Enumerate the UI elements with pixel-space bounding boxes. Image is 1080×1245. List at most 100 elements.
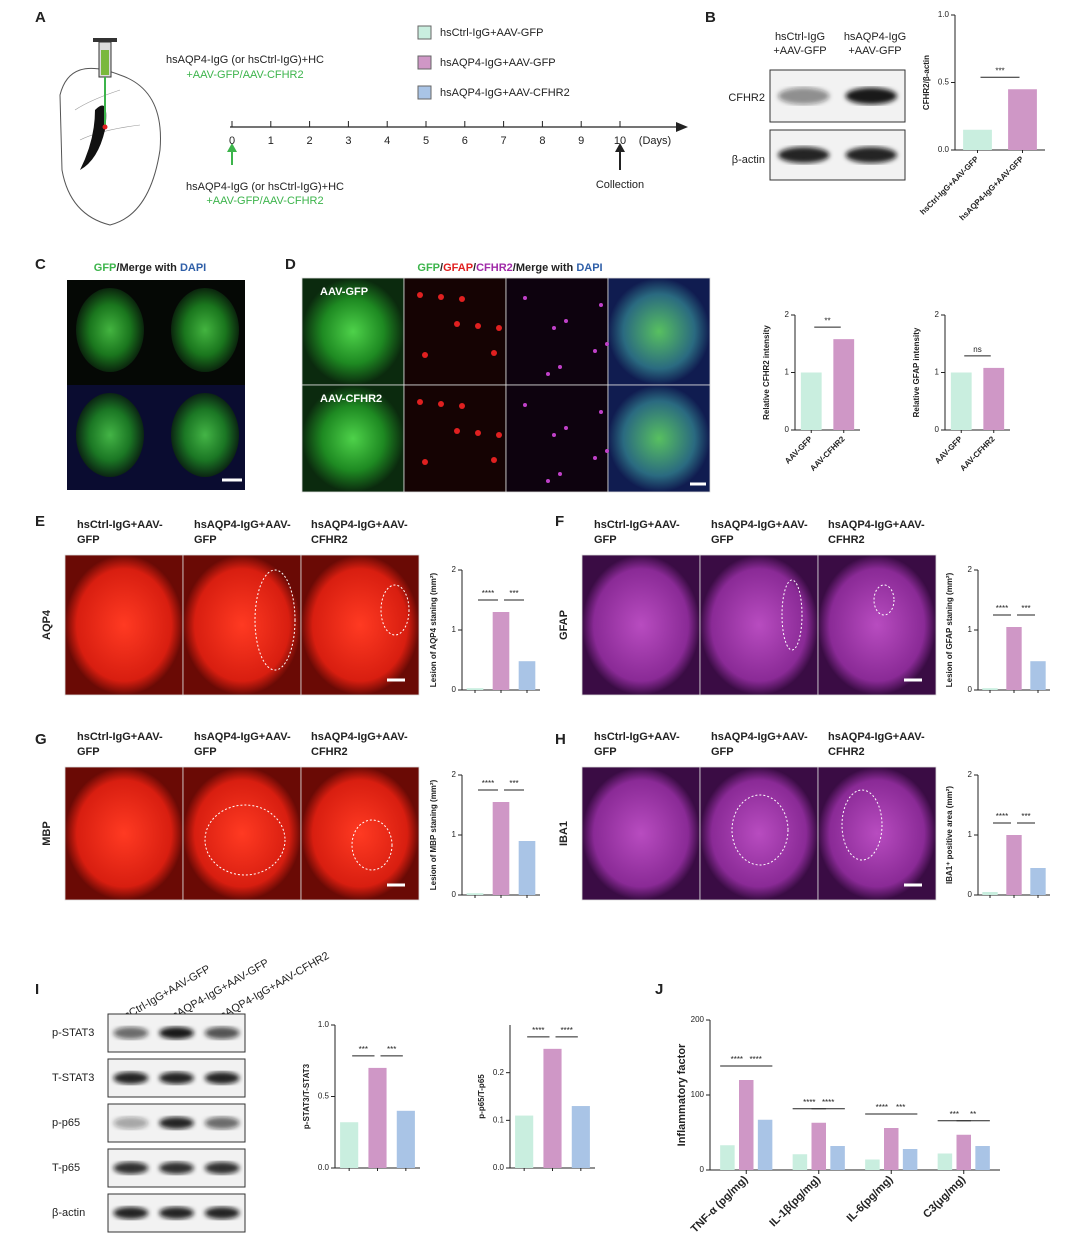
bar bbox=[518, 841, 536, 895]
y-tick-label: 2 bbox=[968, 770, 973, 779]
y-axis-label: Lesion of GFAP staning (mm²) bbox=[945, 572, 954, 687]
panel-letter: F bbox=[555, 513, 564, 530]
y-axis-label: p-STAT3/T-STAT3 bbox=[302, 1063, 311, 1129]
day-label: 9 bbox=[578, 135, 584, 147]
lesion-outline bbox=[781, 579, 803, 651]
cfhr2-cell bbox=[558, 365, 562, 369]
cfhr2-cell bbox=[605, 449, 609, 453]
y-tick-label: 0.5 bbox=[318, 1092, 330, 1101]
panel-title: GFP/GFAP/CFHR2/Merge with DAPI bbox=[417, 262, 602, 274]
column-header: GFP bbox=[194, 746, 217, 758]
lane-header: +AAV-GFP bbox=[773, 45, 826, 57]
gfap-cell bbox=[475, 430, 481, 436]
column-header: hsAQP4-IgG+AAV- bbox=[311, 519, 408, 531]
gfap-cell bbox=[417, 399, 423, 405]
gfap-cell bbox=[491, 457, 497, 463]
x-tick-label: AAV-GFP bbox=[783, 434, 815, 466]
cfhr2-cell bbox=[593, 349, 597, 353]
bar bbox=[865, 1159, 880, 1170]
cfhr2-cell bbox=[558, 472, 562, 476]
bar bbox=[1006, 835, 1022, 895]
micrograph bbox=[817, 766, 937, 901]
micrograph bbox=[182, 554, 302, 696]
y-tick-label: 0 bbox=[935, 425, 940, 434]
row-label: p-p65 bbox=[52, 1117, 80, 1129]
y-tick-label: 2 bbox=[968, 565, 973, 574]
column-header: CFHR2 bbox=[828, 534, 865, 546]
bar bbox=[1008, 89, 1037, 150]
injection-text: hsAQP4-IgG (or hsCtrl-IgG)+HC bbox=[166, 54, 324, 66]
micrograph bbox=[64, 554, 184, 696]
gfap-cell bbox=[475, 323, 481, 329]
day-label: 10 bbox=[614, 135, 626, 147]
bar bbox=[792, 1154, 808, 1170]
day-label: 2 bbox=[307, 135, 313, 147]
significance-label: **** bbox=[749, 1055, 761, 1064]
blot-band bbox=[159, 1026, 194, 1040]
lesion-outline bbox=[731, 794, 789, 866]
significance-label: *** bbox=[896, 1103, 905, 1112]
lesion-outline bbox=[380, 584, 410, 636]
row-label: AAV-CFHR2 bbox=[320, 393, 382, 405]
y-tick-label: 1.0 bbox=[318, 1020, 330, 1029]
column-header: GFP bbox=[711, 534, 734, 546]
y-tick-label: 2 bbox=[935, 310, 940, 319]
injection-text: +AAV-GFP/AAV-CFHR2 bbox=[186, 69, 303, 81]
micrograph bbox=[182, 766, 302, 901]
legend-swatch bbox=[417, 85, 432, 100]
column-header: GFP bbox=[711, 746, 734, 758]
bar bbox=[950, 372, 972, 430]
bar bbox=[982, 892, 998, 895]
legend-swatch bbox=[417, 55, 432, 70]
column-header: hsAQP4-IgG+AAV- bbox=[711, 519, 808, 531]
significance-label: *** bbox=[1021, 604, 1030, 613]
column-header: hsCtrl-IgG+AAV- bbox=[594, 731, 680, 743]
title-part: / bbox=[473, 262, 476, 274]
micrograph bbox=[607, 277, 711, 386]
gfap-cell bbox=[454, 428, 460, 434]
bar bbox=[982, 688, 998, 690]
cfhr2-cell bbox=[546, 479, 550, 483]
x-tick-label: AAV-GFP bbox=[933, 434, 965, 466]
y-tick-label: 1 bbox=[785, 368, 790, 377]
blot-band bbox=[159, 1071, 194, 1085]
significance-label: ** bbox=[824, 316, 830, 325]
row-label: CFHR2 bbox=[728, 92, 765, 104]
significance-label: *** bbox=[1021, 812, 1030, 821]
significance-label: ns bbox=[973, 345, 981, 354]
x-tick-label: AAV-CFHR2 bbox=[808, 434, 847, 473]
gfap-cell bbox=[422, 459, 428, 465]
micrograph bbox=[581, 554, 701, 696]
significance-label: **** bbox=[482, 779, 494, 788]
panel-letter: A bbox=[35, 9, 46, 26]
gfp-signal bbox=[171, 288, 239, 372]
gfap-cell bbox=[459, 296, 465, 302]
bar bbox=[1006, 627, 1022, 690]
blot-band bbox=[778, 147, 830, 163]
legend-label: hsAQP4-IgG+AAV-CFHR2 bbox=[440, 87, 570, 99]
blot-band bbox=[204, 1116, 240, 1130]
days-unit: (Days) bbox=[639, 135, 671, 147]
bar bbox=[937, 1153, 953, 1170]
y-axis-label: Lesion of MBP staning (mm²) bbox=[429, 779, 438, 890]
blot-band bbox=[845, 87, 897, 105]
panel-letter: H bbox=[555, 731, 566, 748]
x-tick-label: TNF-α (pg/mg) bbox=[689, 1173, 751, 1235]
lesion-outline bbox=[204, 804, 286, 876]
row-label: T-STAT3 bbox=[52, 1072, 94, 1084]
gfp-signal bbox=[76, 393, 144, 477]
micrograph bbox=[301, 277, 405, 386]
title-part: /Merge with bbox=[116, 262, 180, 274]
collection-label: Collection bbox=[596, 179, 644, 191]
y-tick-label: 0.2 bbox=[493, 1068, 505, 1077]
cfhr2-cell bbox=[546, 372, 550, 376]
y-axis-label: Inflammatory factor bbox=[676, 1043, 688, 1146]
cfhr2-cell bbox=[593, 456, 597, 460]
bar bbox=[368, 1067, 387, 1168]
bar bbox=[833, 339, 855, 430]
blot-band bbox=[159, 1116, 194, 1130]
y-tick-label: 1 bbox=[968, 830, 973, 839]
row-label: p-STAT3 bbox=[52, 1027, 94, 1039]
bar bbox=[396, 1110, 415, 1168]
lane-header: hsCtrl-IgG bbox=[775, 31, 825, 43]
